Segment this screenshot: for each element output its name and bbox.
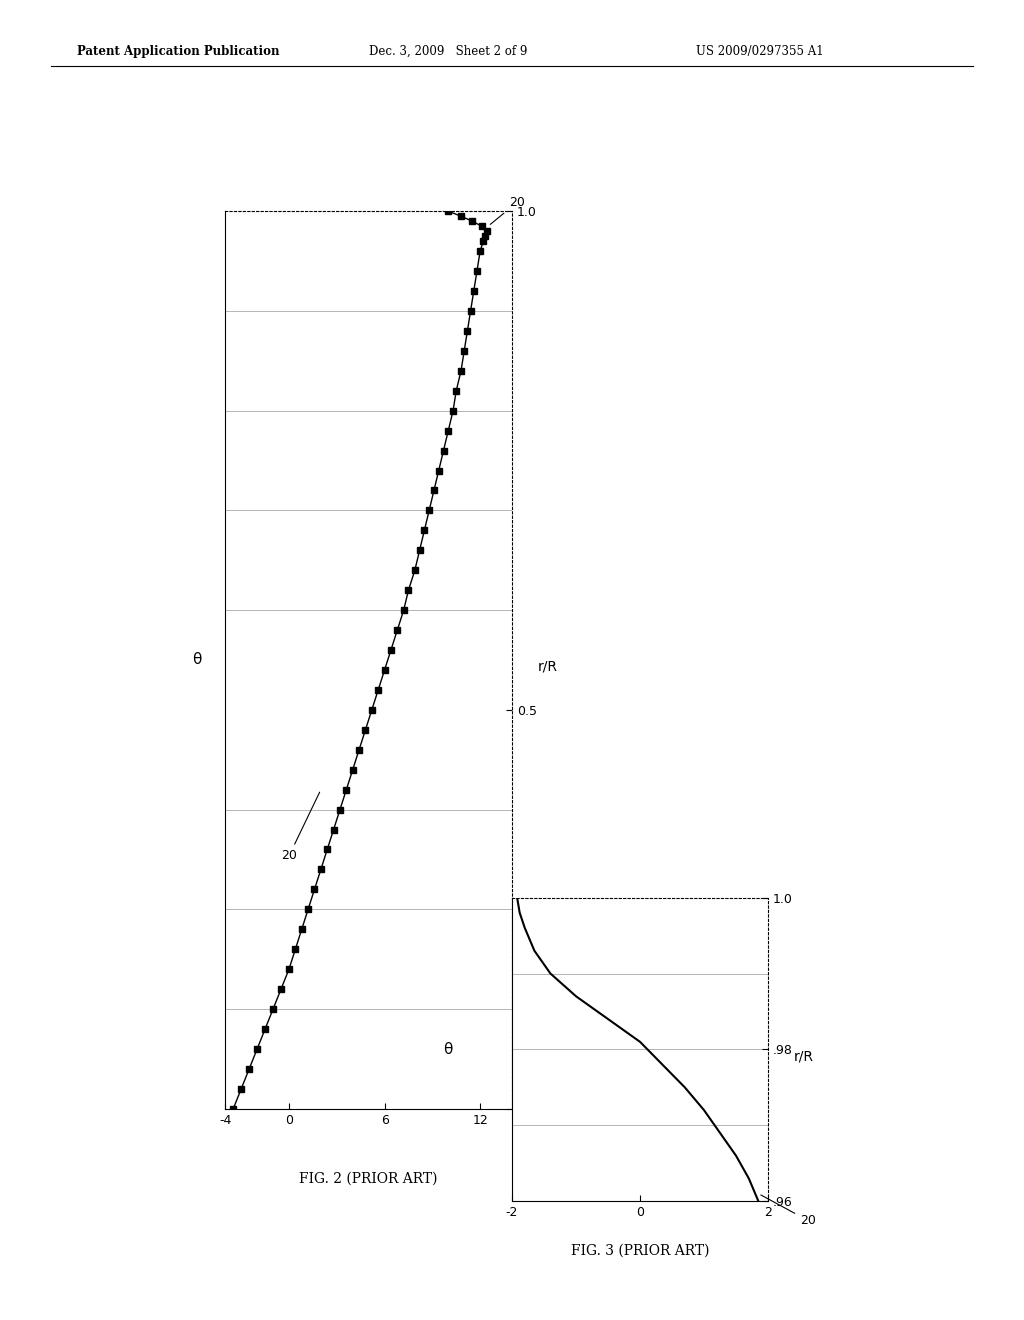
Text: FIG. 3 (PRIOR ART): FIG. 3 (PRIOR ART): [570, 1243, 710, 1258]
Text: 20: 20: [490, 197, 524, 224]
Y-axis label: r/R: r/R: [538, 660, 558, 675]
Text: FIG. 2 (PRIOR ART): FIG. 2 (PRIOR ART): [299, 1172, 438, 1185]
Text: 20: 20: [761, 1195, 816, 1228]
Text: Patent Application Publication: Patent Application Publication: [77, 45, 280, 58]
Text: 20: 20: [281, 792, 319, 862]
Text: Dec. 3, 2009   Sheet 2 of 9: Dec. 3, 2009 Sheet 2 of 9: [369, 45, 527, 58]
Text: US 2009/0297355 A1: US 2009/0297355 A1: [696, 45, 824, 58]
Text: θ: θ: [191, 652, 202, 668]
Y-axis label: r/R: r/R: [794, 1049, 814, 1064]
Text: θ: θ: [443, 1041, 453, 1057]
